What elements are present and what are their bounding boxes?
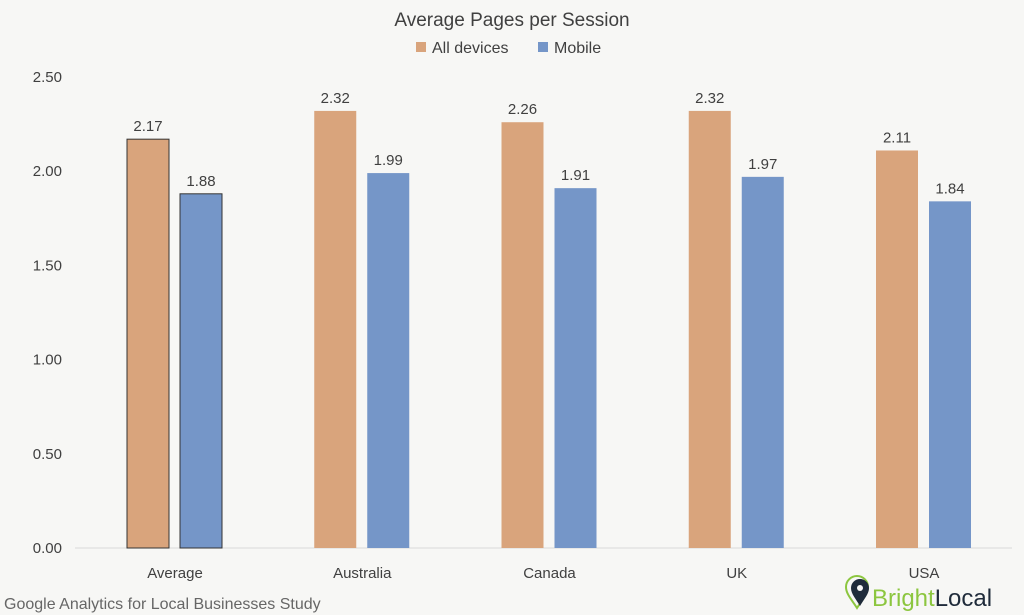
x-tick-label: USA (909, 565, 940, 582)
data-label: 1.88 (186, 173, 215, 190)
x-tick-label: Average (147, 565, 203, 582)
bars: 2.17 1.88 2.32 1.99 2.26 1.91 2.32 1.97 2.11 1.84 (126, 90, 971, 549)
bar-uk-mobile (741, 176, 784, 549)
bar-usa-all-devices (876, 150, 918, 548)
data-label: 1.97 (748, 156, 777, 173)
y-tick-label: 2.00 (33, 163, 62, 180)
x-tick-label: UK (726, 565, 747, 582)
data-label: 2.32 (695, 90, 724, 107)
y-tick-label: 2.50 (33, 69, 62, 86)
x-tick-label: Australia (333, 565, 392, 582)
bar-canada-all-devices (501, 122, 544, 548)
legend-swatch-all-devices (416, 42, 426, 52)
data-label: 1.91 (561, 167, 590, 184)
bar-canada-mobile (554, 188, 597, 548)
bar-average-all-devices (126, 138, 170, 549)
y-axis-ticks: 0.00 0.50 1.00 1.50 2.00 2.50 (33, 69, 62, 557)
x-tick-label: Canada (523, 565, 576, 582)
data-label: 1.99 (374, 152, 403, 169)
map-pin-icon (844, 575, 870, 610)
legend-label-all-devices: All devices (432, 40, 508, 57)
source-note: Google Analytics for Local Businesses St… (4, 596, 321, 613)
data-label: 2.32 (321, 90, 350, 107)
bar-australia-all-devices (314, 110, 357, 549)
y-tick-label: 1.00 (33, 352, 62, 369)
y-tick-label: 0.50 (33, 446, 62, 463)
logo-text-local: Local (935, 585, 992, 612)
legend: All devices Mobile (416, 40, 601, 57)
bar-uk-all-devices (688, 110, 731, 549)
legend-swatch-mobile (538, 42, 548, 52)
logo-text-bright: Bright (872, 585, 935, 612)
data-label: 2.17 (133, 118, 162, 135)
svg-text:BrightLocal: BrightLocal (872, 585, 992, 612)
legend-label-mobile: Mobile (554, 40, 601, 57)
bar-usa-mobile (929, 201, 971, 548)
bar-australia-mobile (367, 173, 410, 549)
y-tick-label: 0.00 (33, 540, 62, 557)
chart-title: Average Pages per Session (394, 10, 629, 31)
data-label: 2.26 (508, 101, 537, 118)
data-label: 2.11 (883, 129, 911, 146)
brightlocal-logo: BrightLocal (844, 575, 992, 612)
x-axis-labels: Average Australia Canada UK USA (147, 565, 939, 582)
y-tick-label: 1.50 (33, 257, 62, 274)
data-label: 1.84 (935, 180, 964, 197)
bar-average-mobile (179, 193, 223, 549)
